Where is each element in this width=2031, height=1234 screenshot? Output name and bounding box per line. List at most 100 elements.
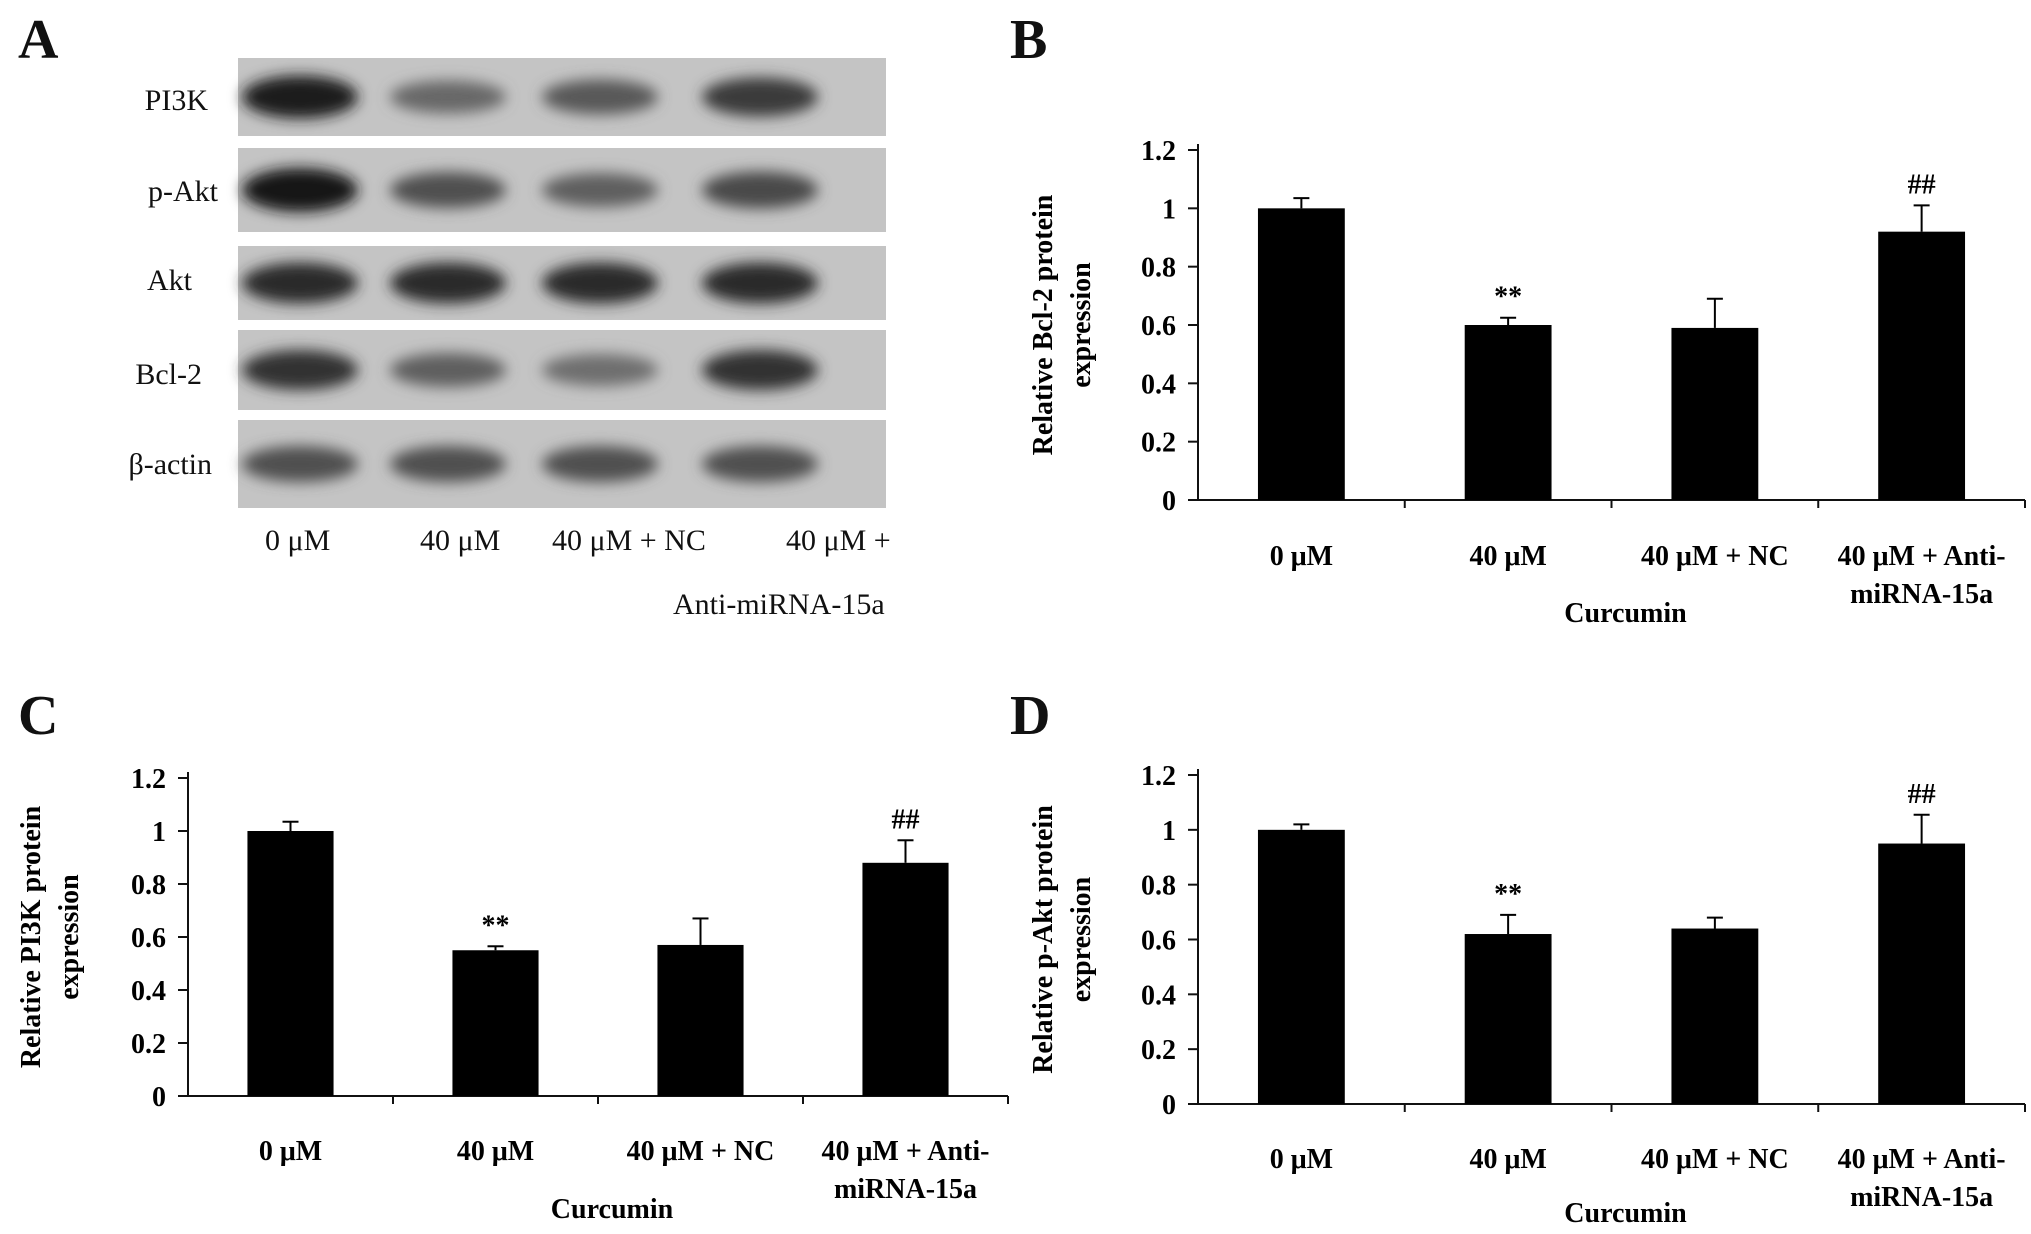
blot-band-akt-1: [390, 262, 506, 304]
y-tick-label: 1.2: [1141, 136, 1176, 167]
category-label-d-1: 40 μM: [1469, 1144, 1546, 1175]
blot-band-beta-actin-0: [242, 446, 358, 482]
significance-d-1: **: [1494, 879, 1522, 910]
y-axis-label-d: Relative p-Akt protein: [1028, 805, 1059, 1074]
bar-b-3: [1878, 231, 1966, 500]
blot-band-pi3k-2: [542, 79, 658, 115]
y-tick-label: 1: [152, 817, 166, 848]
blot-label-akt: Akt: [147, 264, 192, 297]
significance-c-3: ##: [892, 804, 920, 835]
y-axis-label-b: Relative Bcl-2 protein: [1028, 194, 1059, 455]
chart-panel-c: 0 0.2 0.4 0.6 0.8 1 1.2 0 μM ** 40 μM 40 μM + NC ##…: [16, 764, 1009, 1225]
y-tick-label: 1: [1162, 816, 1176, 847]
blot-label-p-akt: p-Akt: [148, 175, 218, 208]
category-label-c-0: 0 μM: [259, 1136, 322, 1167]
category-label-d-3: 40 μM + Anti-: [1838, 1144, 2006, 1175]
lane-label-40um: 40 μM: [420, 524, 501, 557]
significance-d-3: ##: [1908, 779, 1936, 810]
y-tick-label: 0.2: [1141, 428, 1176, 459]
bar-c-2: [657, 944, 744, 1096]
lane-label-40um-nc: 40 μM + NC: [552, 524, 706, 557]
blot-band-akt-3: [702, 262, 818, 304]
bar-b-0: [1257, 208, 1345, 501]
y-tick-label: 0.6: [1141, 926, 1176, 957]
y-tick-label: 0: [1162, 486, 1176, 517]
blot-band-bcl-2-0: [242, 350, 358, 390]
blot-label-beta-actin: β-actin: [128, 448, 212, 481]
blot-band-pi3k-0: [242, 75, 358, 119]
lane-label-0um: 0 μM: [265, 524, 331, 557]
category-label-b-1: 40 μM: [1469, 541, 1546, 572]
blot-band-beta-actin-2: [542, 446, 658, 482]
blot-band-akt-2: [542, 262, 658, 304]
x-axis-label-d: Curcumin: [1564, 1198, 1687, 1229]
bar-b-1: [1464, 325, 1552, 500]
y-axis-label-c: Relative PI3K protein: [16, 805, 47, 1068]
blot-label-pi3k: PI3K: [144, 84, 208, 117]
blot-band-akt-0: [242, 262, 358, 304]
blot-band-p-akt-2: [542, 173, 658, 207]
bar-d-1: [1464, 934, 1552, 1104]
bar-d-2: [1671, 928, 1759, 1104]
category-label-d-3: miRNA-15a: [1850, 1182, 1993, 1213]
blot-band-pi3k-1: [390, 80, 506, 114]
x-axis-label-b: Curcumin: [1564, 598, 1687, 629]
category-label-b-3: miRNA-15a: [1850, 579, 1993, 610]
x-axis-label-c: Curcumin: [551, 1194, 674, 1225]
lane-label-40um-plus: 40 μM +: [786, 524, 891, 557]
category-label-c-2: 40 μM + NC: [627, 1136, 775, 1167]
bar-d-3: [1878, 843, 1966, 1104]
bar-c-0: [247, 831, 334, 1096]
y-tick-label: 0.8: [1141, 253, 1176, 284]
blot-band-bcl-2-1: [390, 353, 506, 387]
y-tick-label: 0.4: [131, 976, 166, 1007]
blot-band-p-akt-3: [702, 171, 818, 209]
blot-band-bcl-2-2: [542, 354, 658, 386]
category-label-c-3: 40 μM + Anti-: [822, 1136, 990, 1167]
category-label-b-2: 40 μM + NC: [1641, 541, 1789, 572]
blot-label-bcl-2: Bcl-2: [135, 358, 202, 391]
category-label-d-0: 0 μM: [1270, 1144, 1333, 1175]
category-label-b-0: 0 μM: [1270, 541, 1333, 572]
y-tick-label: 0.6: [131, 923, 166, 954]
panel-letter-b: B: [1010, 9, 1048, 71]
y-axis-label-d: expression: [1066, 876, 1097, 1002]
blot-band-p-akt-1: [390, 172, 506, 208]
panel-letter-d: D: [1010, 685, 1051, 747]
y-tick-label: 0.8: [1141, 871, 1176, 902]
blot-band-beta-actin-1: [390, 446, 506, 482]
y-tick-label: 1.2: [1141, 761, 1176, 792]
significance-c-1: **: [482, 910, 510, 941]
y-tick-label: 0: [1162, 1090, 1176, 1121]
category-label-d-2: 40 μM + NC: [1641, 1144, 1789, 1175]
bar-c-3: [862, 862, 949, 1096]
blot-band-beta-actin-3: [702, 446, 818, 482]
bar-c-1: [452, 950, 539, 1096]
y-tick-label: 1.2: [131, 764, 166, 795]
lane-label-anti-mirna: Anti-miRNA-15a: [673, 588, 885, 621]
y-tick-label: 0.2: [131, 1029, 166, 1060]
blot-band-pi3k-3: [702, 77, 818, 117]
panel-letter-a: A: [18, 9, 59, 71]
category-label-b-3: 40 μM + Anti-: [1838, 541, 2006, 572]
y-axis-label-b: expression: [1066, 262, 1097, 388]
significance-b-1: **: [1494, 282, 1522, 313]
bar-b-2: [1671, 327, 1759, 500]
y-tick-label: 0: [152, 1082, 166, 1113]
category-label-c-1: 40 μM: [457, 1136, 534, 1167]
blot-band-p-akt-0: [242, 168, 358, 212]
bar-d-0: [1257, 829, 1345, 1104]
chart-panel-b: 0 0.2 0.4 0.6 0.8 1 1.2 0 μM ** 40 μM 40 μM + NC ##…: [1028, 136, 2026, 629]
category-label-c-3: miRNA-15a: [834, 1174, 977, 1205]
panel-letter-c: C: [18, 685, 59, 747]
y-tick-label: 0.2: [1141, 1035, 1176, 1066]
significance-b-3: ##: [1908, 169, 1936, 200]
y-tick-label: 0.4: [1141, 980, 1176, 1011]
chart-panel-d: 0 0.2 0.4 0.6 0.8 1 1.2 0 μM ** 40 μM 40 μM + NC ##…: [1028, 761, 2026, 1229]
y-axis-label-c: expression: [54, 874, 85, 1000]
y-tick-label: 0.8: [131, 870, 166, 901]
y-tick-label: 0.6: [1141, 311, 1176, 342]
y-tick-label: 1: [1162, 194, 1176, 225]
